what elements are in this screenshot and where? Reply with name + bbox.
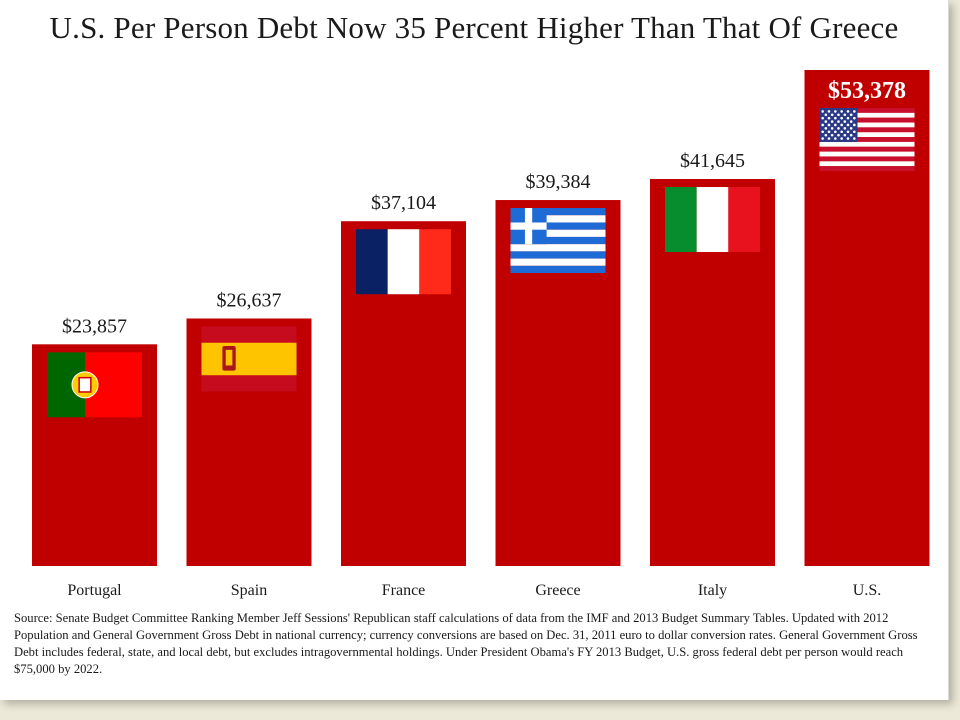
portugal-flag-icon (47, 352, 142, 418)
value-label-greece: $39,384 (526, 171, 591, 193)
category-label-u-s: U.S. (853, 582, 881, 599)
greece-flag-icon (510, 208, 606, 274)
france-flag-icon (356, 229, 451, 295)
category-label-italy: Italy (698, 582, 727, 599)
value-label-u-s: $53,378 (828, 78, 906, 104)
us-flag-icon (819, 108, 915, 171)
value-label-spain: $26,637 (217, 289, 282, 311)
value-label-portugal: $23,857 (62, 315, 127, 337)
source-note: Source: Senate Budget Committee Ranking … (14, 611, 918, 676)
chart-title: U.S. Per Person Debt Now 35 Percent High… (49, 10, 899, 45)
category-label-spain: Spain (231, 582, 267, 599)
category-label-greece: Greece (535, 582, 580, 599)
category-label-portugal: Portugal (67, 582, 122, 599)
italy-flag-icon (665, 187, 760, 253)
spain-flag-icon (201, 326, 297, 392)
value-label-italy: $41,645 (680, 150, 745, 172)
category-label-france: France (382, 582, 426, 599)
bar-chart: $23,857 Portugal $26,637 Spain $37,104 France… (32, 70, 930, 599)
slide-frame: U.S. Per Person Debt Now 35 Percent High… (0, 0, 949, 700)
value-label-france: $37,104 (371, 192, 436, 214)
